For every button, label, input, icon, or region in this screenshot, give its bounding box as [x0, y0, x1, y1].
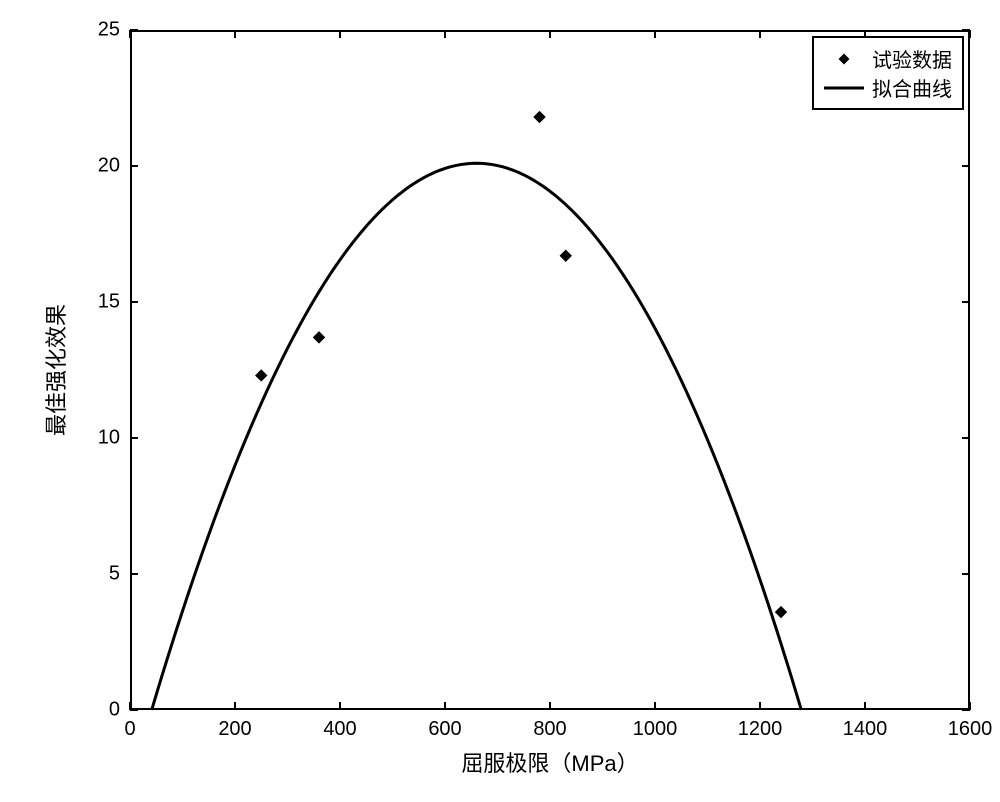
data-point [534, 112, 545, 123]
y-axis-label: 最佳强化效果 [39, 304, 71, 436]
fitted-curve [152, 163, 802, 710]
x-axis-label: 屈服极限（MPa） [461, 746, 638, 778]
legend-label: 试验数据 [872, 44, 952, 73]
x-tick-label: 1200 [738, 718, 783, 741]
x-tick-label: 600 [428, 718, 461, 741]
y-tick-label: 25 [98, 19, 120, 42]
x-tick-label: 0 [124, 718, 135, 741]
data-point [256, 370, 267, 381]
y-tick-label: 5 [109, 563, 120, 586]
legend: 试验数据拟合曲线 [812, 36, 964, 110]
data-point [560, 250, 571, 261]
x-tick-label: 200 [218, 718, 251, 741]
y-tick-label: 10 [98, 427, 120, 450]
plot-svg [0, 0, 1000, 802]
legend-item: 拟合曲线 [824, 73, 952, 102]
data-point [776, 607, 787, 618]
chart-container: 屈服极限（MPa） 最佳强化效果 试验数据拟合曲线 02004006008001… [0, 0, 1000, 802]
data-point [314, 332, 325, 343]
x-tick-label: 1600 [948, 718, 993, 741]
legend-label: 拟合曲线 [872, 73, 952, 102]
legend-marker-icon [824, 51, 864, 67]
y-tick-label: 15 [98, 291, 120, 314]
y-tick-label: 20 [98, 155, 120, 178]
legend-item: 试验数据 [824, 44, 952, 73]
legend-line-icon [824, 80, 864, 96]
y-tick-label: 0 [109, 699, 120, 722]
x-tick-label: 800 [533, 718, 566, 741]
x-tick-label: 400 [323, 718, 356, 741]
x-tick-label: 1000 [633, 718, 678, 741]
x-tick-label: 1400 [843, 718, 888, 741]
